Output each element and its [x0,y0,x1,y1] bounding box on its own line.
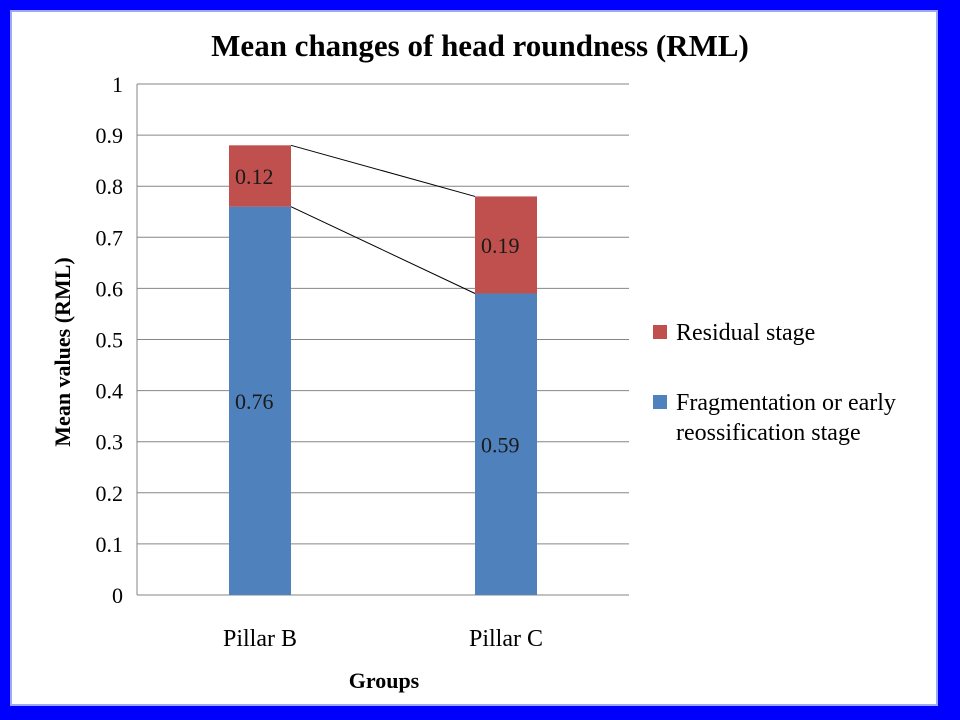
y-tick-label: 0.7 [96,225,124,250]
legend: Residual stage Fragmentation or early reos… [653,320,896,446]
series-line [290,144,476,197]
bar-segment [229,145,291,207]
gridlines [136,83,629,596]
y-tick-label: 0.6 [96,276,124,301]
x-category-label: Pillar B [223,626,297,652]
x-axis-categories: Pillar B Pillar C [223,626,543,652]
chart-title: Mean changes of head roundness (RML) [211,28,749,63]
bar-segment [475,293,537,595]
y-tick-label: 0.3 [96,430,124,455]
y-tick-label: 0.1 [96,532,124,557]
y-tick-label: 0 [112,583,123,608]
legend-label: Residual stage [676,320,815,346]
data-label: 0.12 [235,164,274,189]
y-tick-label: 0.5 [96,328,124,353]
legend-label: reossification stage [676,420,861,446]
series-lines [290,144,476,294]
chart-frame: Mean changes of head roundness (RML) 0.7… [10,10,938,706]
data-label: 0.59 [481,432,520,457]
data-label: 0.76 [235,389,274,414]
y-tick-label: 1 [112,72,123,97]
legend-swatch [653,395,667,409]
y-tick-label: 0.9 [96,123,124,148]
bars [229,145,537,595]
legend-label: Fragmentation or early [676,390,896,416]
y-tick-label: 0.2 [96,481,124,506]
data-label: 0.19 [481,233,520,258]
stacked-bar-chart: Mean changes of head roundness (RML) 0.7… [50,28,896,693]
bar-segment [475,196,537,294]
data-labels: 0.76 0.12 0.59 0.19 [235,164,520,457]
y-tick-label: 0.4 [96,379,124,404]
series-line [290,206,476,294]
x-axis-title: Groups [349,668,420,693]
x-category-label: Pillar C [469,626,543,652]
y-tick-label: 0.8 [96,174,124,199]
y-axis-title: Mean values (RML) [50,257,75,446]
bar-segment [229,206,291,595]
legend-swatch [653,325,667,339]
y-axis-ticks: 0 0.1 0.2 0.3 0.4 0.5 0.6 0.7 0.8 0.9 1 [96,72,124,608]
